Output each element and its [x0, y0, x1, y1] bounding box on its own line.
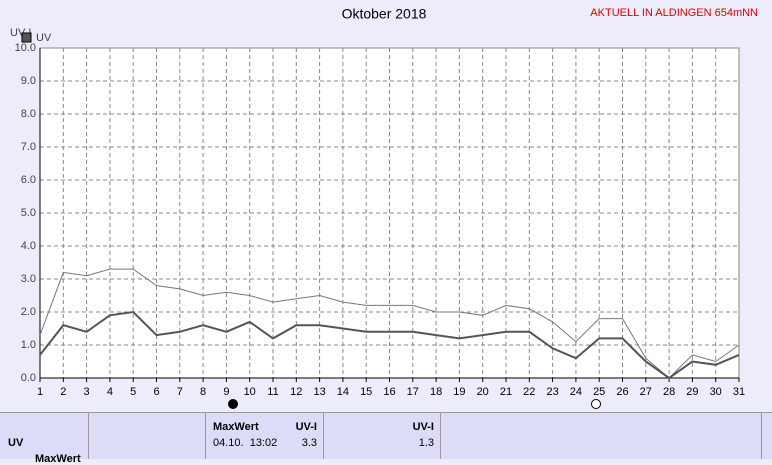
- y-tick-label: 10.0: [15, 42, 36, 54]
- table-header: UV-I: [295, 421, 317, 433]
- x-tick-label: 1: [37, 386, 43, 398]
- summary-table: MaxWert UV-I 04.10. 13:02 3.3 UV-I 1.3 U…: [0, 412, 772, 465]
- y-tick-label: 2.0: [21, 306, 36, 318]
- y-tick-label: 1.0: [21, 339, 36, 351]
- table-cell: [440, 413, 762, 459]
- x-tick-label: 4: [107, 386, 113, 398]
- y-tick-label: 5.0: [21, 207, 36, 219]
- chart-subtitle: AKTUELL IN ALDINGEN 654mNN: [590, 7, 758, 19]
- x-tick-label: 5: [130, 386, 136, 398]
- table-row-label: MaxWert: [35, 453, 81, 465]
- y-tick-label: 9.0: [21, 75, 36, 87]
- x-tick-label: 21: [500, 386, 512, 398]
- x-tick-label: 28: [663, 386, 675, 398]
- x-tick-label: 17: [407, 386, 419, 398]
- x-tick-label: 15: [360, 386, 372, 398]
- table-header: MaxWert: [213, 421, 259, 433]
- table-header: UV-I: [412, 421, 434, 433]
- x-tick-label: 12: [290, 386, 302, 398]
- x-tick-label: 25: [593, 386, 605, 398]
- x-tick-label: 7: [177, 386, 183, 398]
- moon-icon: [591, 399, 601, 409]
- x-tick-label: 20: [477, 386, 489, 398]
- table-cell: [88, 413, 205, 459]
- legend-label: UV: [36, 32, 52, 44]
- y-tick-label: 7.0: [21, 141, 36, 153]
- table-value: 3.3: [301, 437, 317, 449]
- x-tick-label: 30: [710, 386, 722, 398]
- x-tick-label: 9: [223, 386, 229, 398]
- y-tick-label: 6.0: [21, 174, 36, 186]
- x-tick-label: 2: [60, 386, 66, 398]
- x-tick-label: 16: [383, 386, 395, 398]
- x-tick-label: 29: [686, 386, 698, 398]
- y-tick-label: 3.0: [21, 273, 36, 285]
- chart-title: Oktober 2018: [342, 6, 427, 22]
- data-line: [39, 310, 740, 380]
- x-tick-label: 31: [733, 386, 745, 398]
- x-tick-label: 19: [453, 386, 465, 398]
- x-tick-label: 27: [640, 386, 652, 398]
- table-value: 1.3: [418, 437, 434, 449]
- table-row-label: UV: [8, 437, 24, 449]
- x-tick-label: 11: [267, 386, 278, 398]
- x-tick-label: 3: [84, 386, 90, 398]
- x-tick-label: 8: [200, 386, 206, 398]
- data-line: [39, 268, 740, 379]
- legend-swatch: [21, 32, 32, 43]
- x-tick-label: 10: [244, 386, 256, 398]
- moon-icon: [228, 399, 238, 409]
- y-tick-label: 4.0: [21, 240, 36, 252]
- x-tick-label: 6: [153, 386, 159, 398]
- table-cell: UV-I 1.3: [323, 413, 440, 459]
- x-tick-label: 18: [430, 386, 442, 398]
- y-tick-label: 0.0: [21, 372, 36, 384]
- x-tick-label: 24: [570, 386, 582, 398]
- table-cell: MaxWert UV-I 04.10. 13:02 3.3: [205, 413, 323, 459]
- x-tick-label: 22: [523, 386, 535, 398]
- chart: Oktober 2018 AKTUELL IN ALDINGEN 654mNN …: [10, 6, 758, 409]
- x-tick-label: 26: [616, 386, 628, 398]
- table-value: 04.10. 13:02: [213, 437, 278, 449]
- x-tick-label: 13: [313, 386, 325, 398]
- x-tick-label: 14: [337, 386, 349, 398]
- x-tick-label: 23: [546, 386, 558, 398]
- y-tick-label: 8.0: [21, 108, 36, 120]
